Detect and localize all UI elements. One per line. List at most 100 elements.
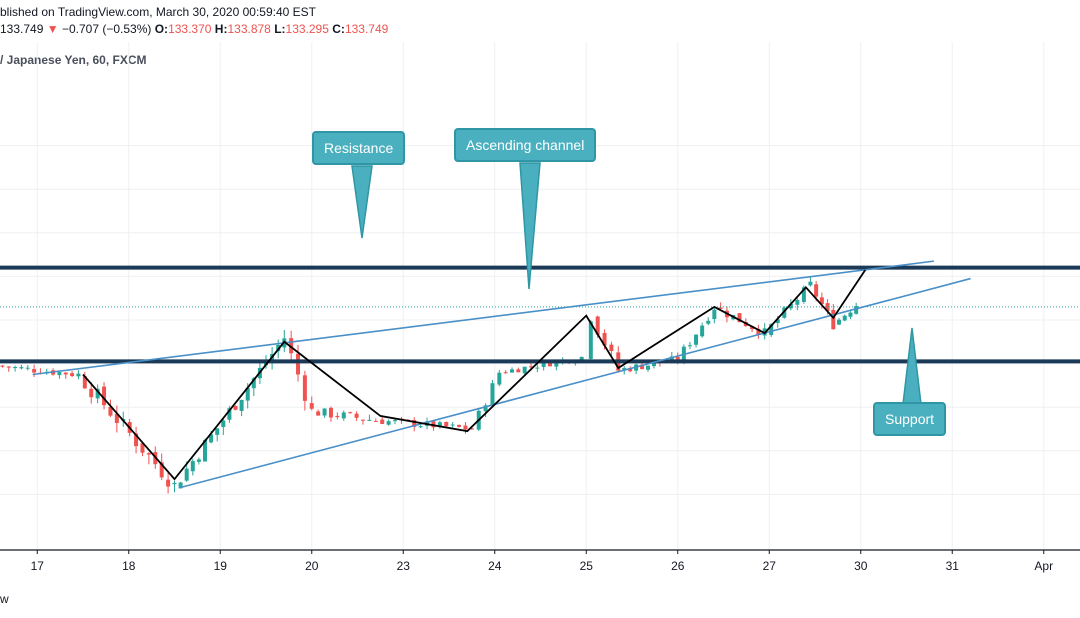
candle-down <box>316 411 321 416</box>
candle-up <box>227 408 232 420</box>
ascending-channel-callout[interactable]: Ascending channel <box>454 128 597 162</box>
candle-up <box>497 372 502 385</box>
candle-up <box>322 408 327 416</box>
channel-lower-line <box>178 277 971 489</box>
x-tick-label: 24 <box>488 559 502 573</box>
candle-down <box>718 307 723 309</box>
candle-down <box>89 388 94 398</box>
high-value: 133.878 <box>227 22 271 36</box>
candle-down <box>360 419 365 421</box>
candle-down <box>756 328 761 335</box>
candle-down <box>0 365 5 367</box>
candle-up <box>775 319 780 324</box>
candle-up <box>700 325 705 337</box>
candle-down <box>82 376 87 389</box>
candle-up <box>588 321 593 359</box>
candle-down <box>354 413 359 418</box>
candle-up <box>782 307 787 318</box>
candle-down <box>516 369 521 373</box>
candle-down <box>412 419 417 427</box>
candle-down <box>32 369 37 373</box>
x-tick-label: 31 <box>946 559 960 573</box>
candle-down <box>814 284 819 297</box>
candle-down <box>146 453 151 455</box>
candle-up <box>795 299 800 305</box>
candle-up <box>706 320 711 324</box>
candle-up <box>341 412 346 419</box>
candle-down <box>528 366 533 368</box>
candle-up <box>669 356 674 362</box>
candle-up <box>622 368 627 371</box>
drawing-overlays <box>0 162 1080 489</box>
candle-down <box>296 353 301 375</box>
last-price: 133.749 <box>0 22 44 36</box>
candle-down <box>348 412 353 414</box>
published-line: blished on TradingView.com, March 30, 20… <box>0 4 316 20</box>
candle-down <box>595 316 600 335</box>
symbol-title: / Japanese Yen, 60, FXCM <box>0 53 147 67</box>
candle-up <box>801 287 806 302</box>
x-tick-label: 23 <box>397 559 411 573</box>
support-callout[interactable]: Support <box>873 402 947 436</box>
candle-up <box>490 383 495 405</box>
candle-up <box>393 420 398 422</box>
candle-down <box>6 366 11 368</box>
high-label: H: <box>214 22 228 36</box>
x-tick-label: 20 <box>305 559 319 573</box>
x-tick-label: 25 <box>580 559 594 573</box>
candle-up <box>687 345 692 347</box>
candle-down <box>328 407 333 418</box>
resistance-pointer <box>351 165 373 239</box>
candle-down <box>640 364 645 370</box>
candle-up <box>522 366 527 374</box>
candle-down <box>463 425 468 430</box>
published-text: blished on TradingView.com, March 30, 20… <box>0 5 316 19</box>
low-value: 133.295 <box>285 22 329 36</box>
candle-up <box>367 419 372 421</box>
candle-up <box>239 399 244 411</box>
candle-up <box>386 421 391 425</box>
candle-up <box>57 372 62 376</box>
candle-down <box>140 443 145 453</box>
candle-up <box>215 428 220 435</box>
candle-up <box>95 388 100 399</box>
resistance-callout[interactable]: Resistance <box>312 131 406 165</box>
candle-up <box>788 303 793 309</box>
candle-up <box>509 369 514 373</box>
down-arrow-icon: ▼ <box>46 22 59 36</box>
candle-down <box>134 433 139 447</box>
candle-up <box>712 309 717 320</box>
candle-up <box>25 367 30 369</box>
candle-up <box>808 281 813 286</box>
candle-down <box>102 386 107 406</box>
candle-up <box>541 361 546 367</box>
candle-down <box>302 375 307 401</box>
candle-down <box>70 373 75 377</box>
price-chart[interactable]: 17 18 19 20 23 24 25 26 27 30 31 Apr <box>0 42 1080 582</box>
x-tick-label: 26 <box>671 559 685 573</box>
candle-down <box>233 406 238 410</box>
candle-down <box>457 424 462 427</box>
candle-up <box>837 319 842 325</box>
x-tick-label: 30 <box>854 559 868 573</box>
candle-down <box>108 406 113 416</box>
candle-down <box>380 419 385 424</box>
candle-down <box>825 303 830 312</box>
candle-up <box>245 387 250 401</box>
candle-down <box>831 309 836 330</box>
candle-up <box>535 367 540 369</box>
candle-up <box>848 312 853 317</box>
candle-up <box>579 356 584 361</box>
candle-down <box>431 421 436 428</box>
candle-down <box>750 326 755 330</box>
candle-down <box>469 428 474 430</box>
candle-up <box>483 405 488 412</box>
candle-up <box>418 426 423 428</box>
candle-down <box>114 413 119 423</box>
candle-up <box>203 440 207 462</box>
candle-down <box>548 362 553 367</box>
candle-up <box>694 334 699 345</box>
candle-down <box>309 403 314 409</box>
candle-up <box>76 373 81 377</box>
candle-up <box>450 424 455 426</box>
